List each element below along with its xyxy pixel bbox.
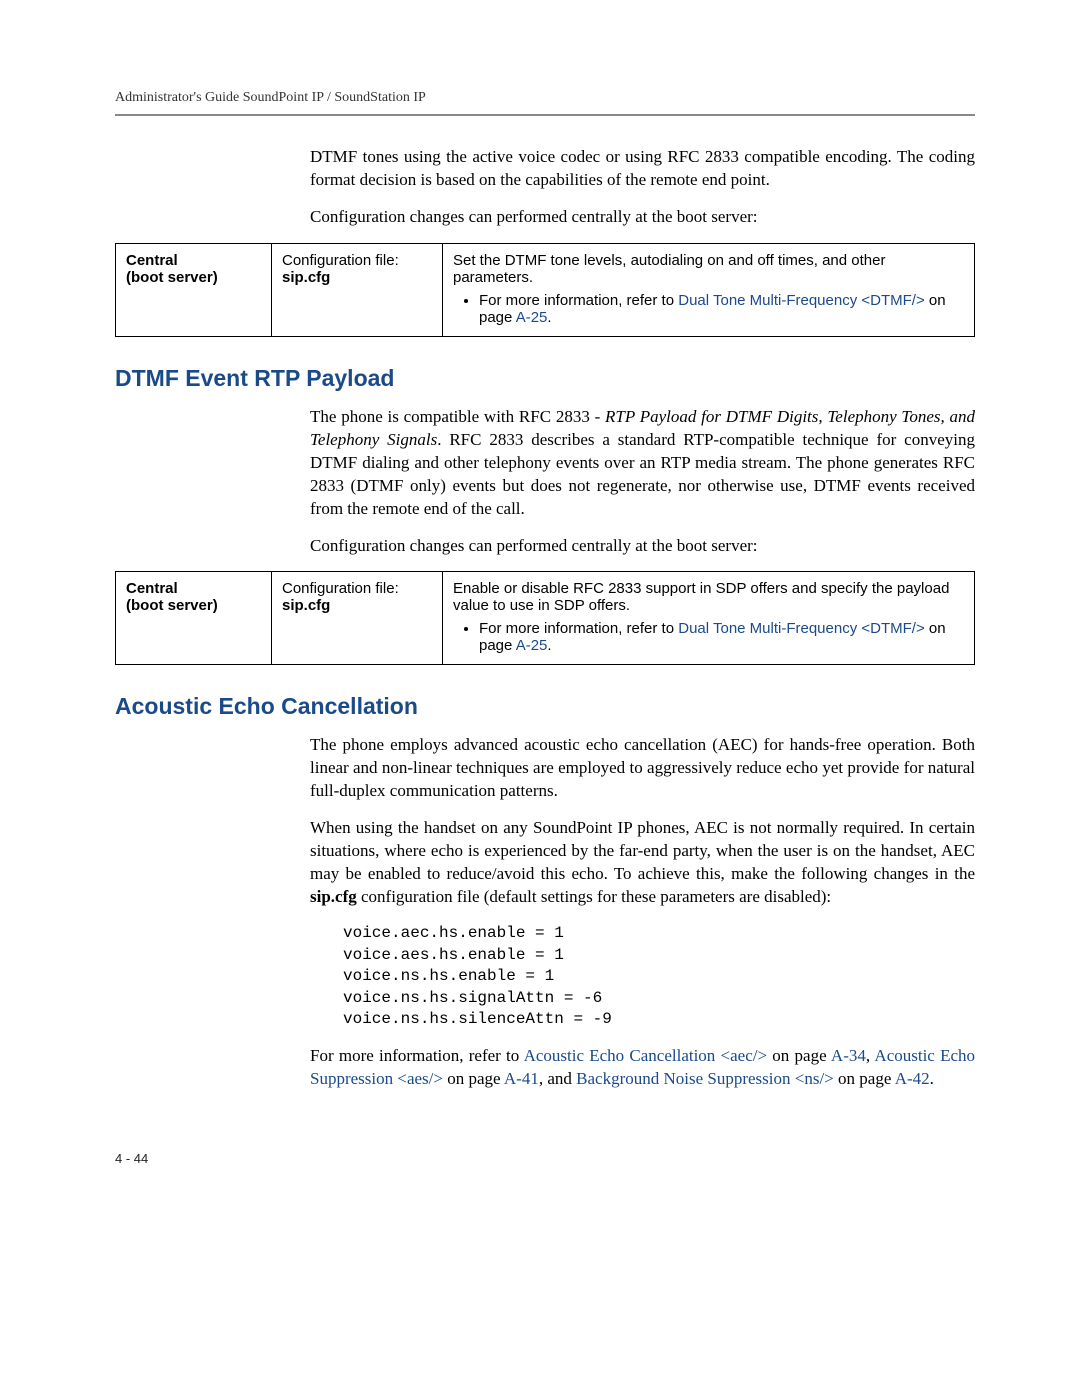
xref-page[interactable]: A-42 [895, 1069, 930, 1088]
xref-page[interactable]: A-25 [516, 309, 548, 326]
section-heading-aec: Acoustic Echo Cancellation [115, 693, 975, 720]
table-cell-location: Central (boot server) [116, 572, 272, 665]
xref-page[interactable]: A-34 [831, 1046, 866, 1065]
table-cell-file: Configuration file: sip.cfg [272, 243, 443, 336]
table-cell-description: Set the DTMF tone levels, autodialing on… [443, 243, 975, 336]
bullet-text: For more information, refer to [479, 292, 678, 309]
code-block-aec-settings: voice.aec.hs.enable = 1 voice.aes.hs.ena… [343, 923, 975, 1031]
table-cell-location: Central (boot server) [116, 243, 272, 336]
table-row: Central (boot server) Configuration file… [116, 243, 975, 336]
text-run: on page [834, 1069, 895, 1088]
cell-label: Central [126, 580, 178, 597]
page-number: 4 - 44 [115, 1151, 975, 1166]
text-run: on page [767, 1046, 831, 1065]
text-run: on page [443, 1069, 504, 1088]
page-container: Administrator's Guide SoundPoint IP / So… [0, 0, 1080, 1226]
table-row: Central (boot server) Configuration file… [116, 572, 975, 665]
text-run: When using the handset on any SoundPoint… [310, 818, 975, 883]
cell-label: (boot server) [126, 269, 218, 286]
text-run-bold: sip.cfg [310, 887, 357, 906]
xref-link-dtmf[interactable]: Dual Tone Multi-Frequency <DTMF/> [678, 292, 924, 309]
cell-label: (boot server) [126, 597, 218, 614]
xref-page[interactable]: A-41 [504, 1069, 539, 1088]
xref-link-dtmf[interactable]: Dual Tone Multi-Frequency <DTMF/> [678, 620, 924, 637]
intro-paragraph-2: Configuration changes can performed cent… [310, 206, 975, 229]
table-cell-description: Enable or disable RFC 2833 support in SD… [443, 572, 975, 665]
cell-label: Central [126, 252, 178, 269]
text-run: , and [539, 1069, 576, 1088]
text-run: For more information, refer to [310, 1046, 524, 1065]
list-item: For more information, refer to Dual Tone… [479, 620, 964, 654]
xref-link-ns[interactable]: Background Noise Suppression <ns/> [576, 1069, 834, 1088]
xref-page[interactable]: A-25 [516, 637, 548, 654]
xref-link-aec[interactable]: Acoustic Echo Cancellation <aec/> [524, 1046, 768, 1065]
cell-text: Configuration file: [282, 580, 399, 597]
section2-paragraph-1: The phone employs advanced acoustic echo… [310, 734, 975, 803]
text-run: The phone is compatible with RFC 2833 - [310, 407, 605, 426]
section1-paragraph-2: Configuration changes can performed cent… [310, 535, 975, 558]
section1-paragraph-1: The phone is compatible with RFC 2833 - … [310, 406, 975, 521]
bullet-text: For more information, refer to [479, 620, 678, 637]
text-run: . [930, 1069, 934, 1088]
table-bullet-list: For more information, refer to Dual Tone… [453, 620, 964, 654]
cell-text: Set the DTMF tone levels, autodialing on… [453, 252, 885, 286]
cell-text: Configuration file: [282, 252, 399, 269]
bullet-text: . [547, 309, 551, 326]
config-table-dtmf: Central (boot server) Configuration file… [115, 243, 975, 337]
table-cell-file: Configuration file: sip.cfg [272, 572, 443, 665]
list-item: For more information, refer to Dual Tone… [479, 292, 964, 326]
intro-paragraph-1: DTMF tones using the active voice codec … [310, 146, 975, 192]
bullet-text: . [547, 637, 551, 654]
text-run: configuration file (default settings for… [357, 887, 831, 906]
running-header: Administrator's Guide SoundPoint IP / So… [115, 90, 975, 106]
config-table-rtp: Central (boot server) Configuration file… [115, 571, 975, 665]
cell-text: sip.cfg [282, 597, 330, 614]
section-heading-dtmf-rtp: DTMF Event RTP Payload [115, 365, 975, 392]
table-bullet-list: For more information, refer to Dual Tone… [453, 292, 964, 326]
cell-text: Enable or disable RFC 2833 support in SD… [453, 580, 949, 614]
header-rule [115, 114, 975, 116]
section2-paragraph-2: When using the handset on any SoundPoint… [310, 817, 975, 909]
section2-paragraph-3: For more information, refer to Acoustic … [310, 1045, 975, 1091]
cell-text: sip.cfg [282, 269, 330, 286]
